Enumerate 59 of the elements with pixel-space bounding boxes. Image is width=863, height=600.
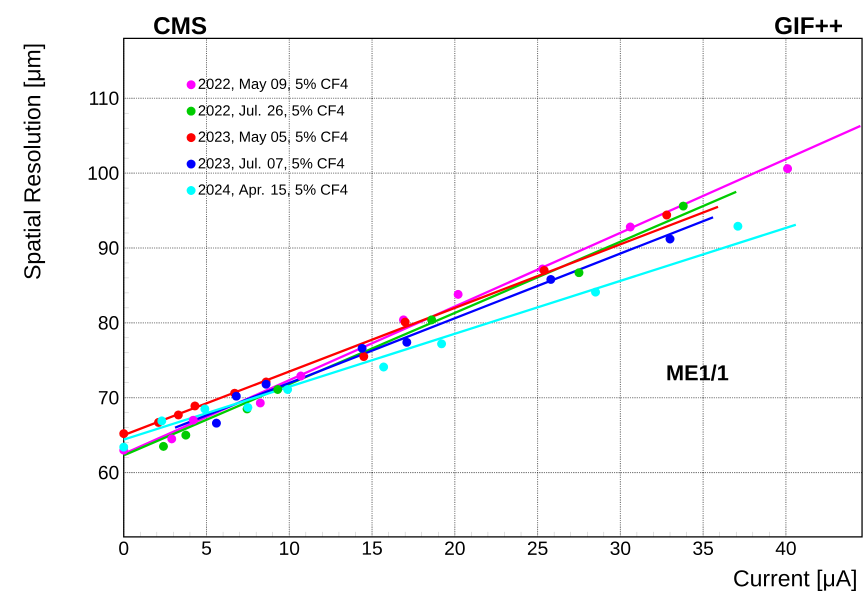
text: GIF++ bbox=[775, 16, 842, 34]
legend-label: 2024, Apr. 15, 5% CF4 bbox=[198, 184, 348, 198]
x-tick-label: 10 bbox=[280, 541, 300, 555]
point bbox=[666, 234, 674, 244]
y-tick-label: 110 bbox=[90, 91, 118, 105]
point bbox=[574, 268, 584, 278]
y-tick-label: 90 bbox=[98, 241, 118, 255]
point bbox=[591, 288, 600, 297]
point bbox=[437, 339, 446, 348]
legend-label: 2023, Jul. 07, 5% CF4 bbox=[198, 158, 344, 170]
point bbox=[174, 410, 183, 420]
point bbox=[119, 429, 128, 438]
point bbox=[256, 398, 265, 408]
point bbox=[232, 392, 241, 401]
point bbox=[662, 210, 672, 220]
text: CMS bbox=[154, 16, 206, 34]
y-tick-label: 60 bbox=[98, 466, 118, 480]
x-tick-label: 30 bbox=[610, 541, 630, 555]
annotation: ME1/1 bbox=[667, 364, 728, 381]
point bbox=[379, 362, 388, 372]
legend-label: 2022, Jul. 26, 5% CF4 bbox=[198, 104, 344, 118]
point bbox=[678, 201, 688, 210]
x-tick-label: 25 bbox=[528, 541, 548, 555]
point bbox=[427, 315, 436, 324]
x-tick-label: 5 bbox=[202, 541, 212, 555]
y-tick-label: 70 bbox=[98, 390, 118, 404]
point bbox=[400, 318, 410, 326]
x-tick-label: 40 bbox=[776, 541, 796, 555]
point bbox=[200, 404, 210, 414]
point bbox=[167, 434, 176, 444]
y-tick-label: 100 bbox=[88, 166, 118, 180]
point bbox=[262, 380, 271, 389]
x-tick-label: 0 bbox=[119, 541, 128, 555]
point bbox=[188, 416, 198, 425]
point bbox=[273, 384, 282, 394]
point bbox=[283, 384, 292, 394]
point bbox=[402, 338, 412, 347]
x-tick-label: 15 bbox=[362, 541, 382, 555]
x-tick-label: 20 bbox=[445, 541, 465, 555]
point bbox=[296, 371, 306, 380]
x-tick-label: 35 bbox=[693, 541, 713, 555]
point bbox=[783, 164, 792, 173]
point bbox=[359, 352, 368, 361]
legend-label: 2022, May 09, 5% CF4 bbox=[198, 78, 348, 92]
point bbox=[158, 442, 168, 451]
point bbox=[454, 290, 463, 299]
x-axis-title: Current [μA] bbox=[734, 569, 856, 591]
point bbox=[119, 442, 128, 452]
point bbox=[733, 222, 742, 231]
legend-label: 2023, May 05, 5% CF4 bbox=[198, 131, 348, 145]
point bbox=[212, 418, 221, 428]
point bbox=[358, 344, 367, 353]
y-tick-label: 80 bbox=[98, 316, 118, 330]
point bbox=[157, 416, 166, 426]
point bbox=[181, 430, 190, 440]
point bbox=[190, 401, 200, 410]
y-axis-title: Spatial Resolution [μm] bbox=[24, 44, 46, 279]
point bbox=[546, 274, 556, 284]
point bbox=[626, 222, 635, 232]
